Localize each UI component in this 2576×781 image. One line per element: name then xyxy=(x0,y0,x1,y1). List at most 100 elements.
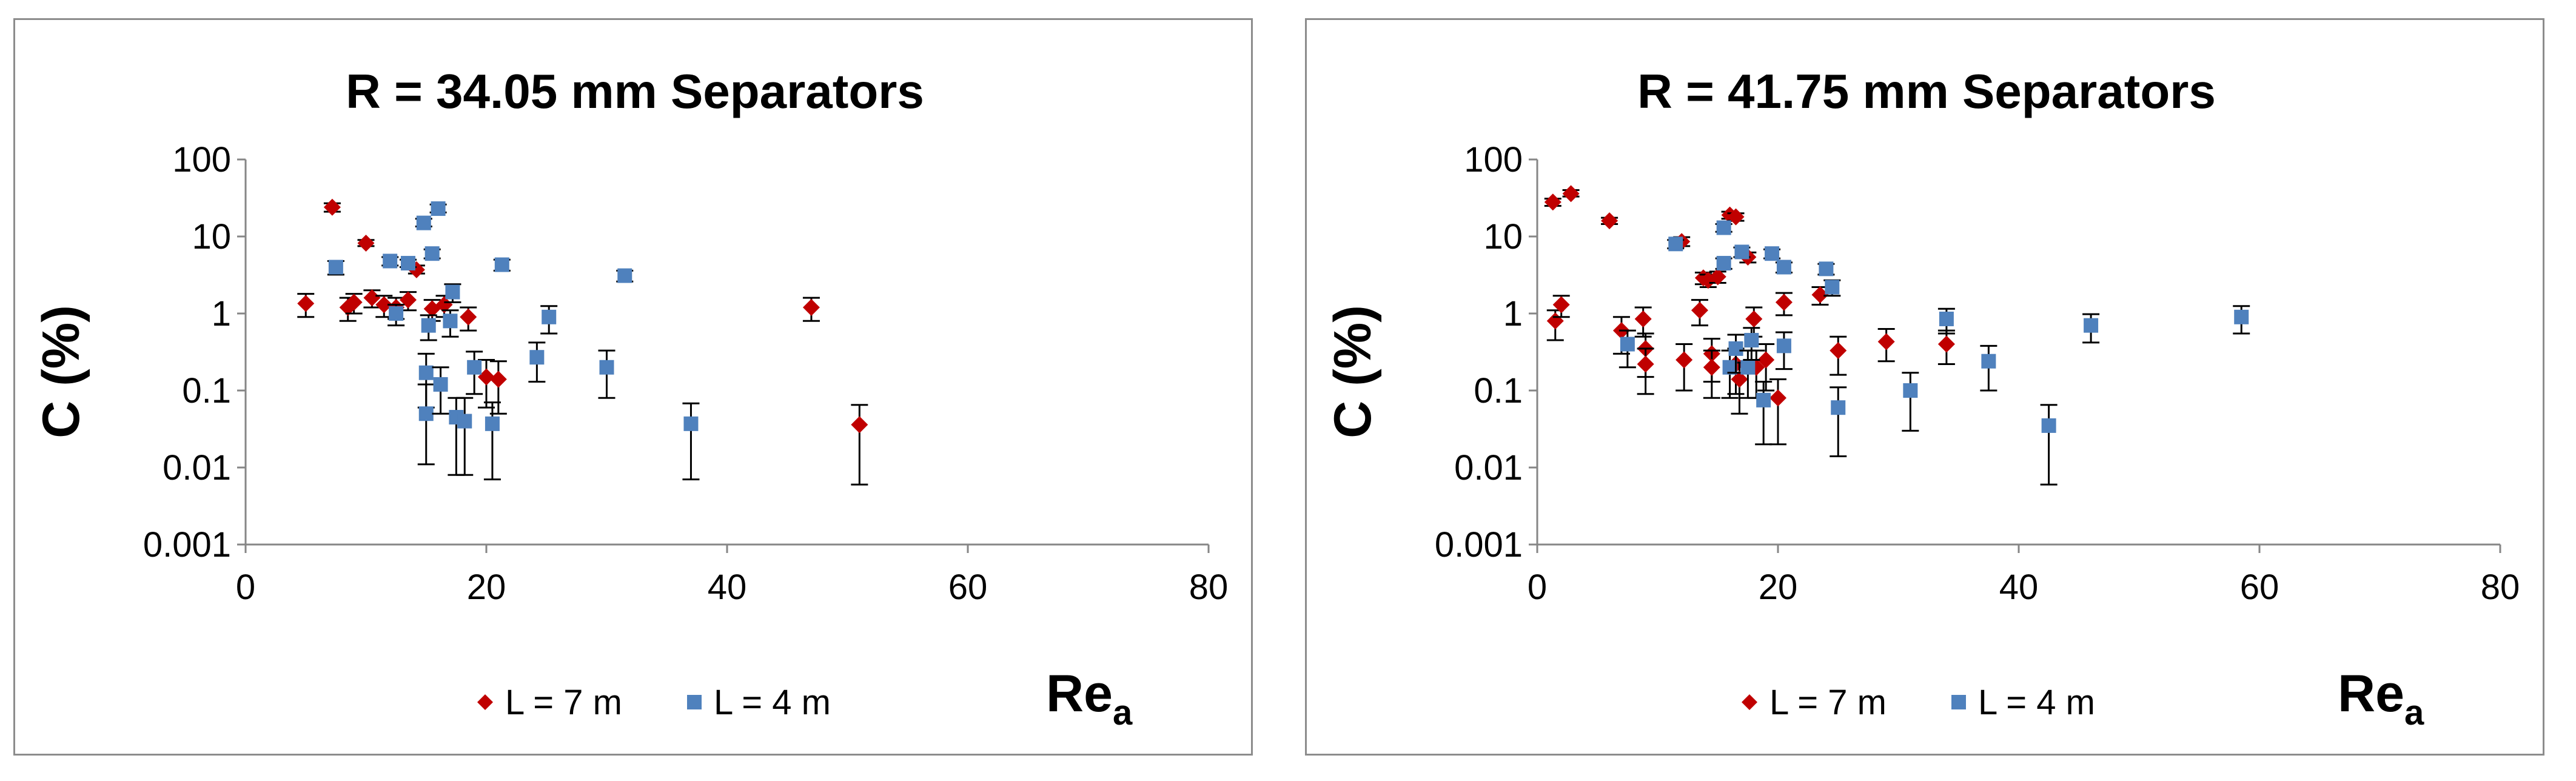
legend-label-4m: L = 4 m xyxy=(1978,683,2095,722)
x-tick-label: 0 xyxy=(236,568,255,607)
x-axis-label-main: Re xyxy=(1046,665,1113,723)
data-point-4m xyxy=(494,257,509,272)
data-point-4m xyxy=(445,284,460,300)
data-point-4m xyxy=(2041,418,2056,433)
y-axis-label: C (%) xyxy=(1324,305,1382,438)
y-tick-label: 0.1 xyxy=(1474,371,1523,411)
x-tick-label: 60 xyxy=(2240,568,2279,607)
data-point-4m xyxy=(1668,236,1683,252)
data-point-7m xyxy=(1775,293,1793,311)
data-point-4m xyxy=(1903,383,1918,398)
x-axis-label-main: Re xyxy=(2338,665,2404,723)
y-tick-label: 100 xyxy=(1464,140,1523,179)
x-tick-label: 0 xyxy=(1528,568,1547,607)
scatter-chart-left: R = 34.05 mm Separators C (%) 0.001 0.01 0… xyxy=(32,64,1228,732)
data-point-7m xyxy=(1757,351,1775,369)
y-axis-label: C (%) xyxy=(32,305,90,438)
data-point-7m xyxy=(1552,296,1570,313)
data-point-4m xyxy=(1765,246,1780,261)
data-point-4m xyxy=(1831,400,1846,415)
data-point-7m xyxy=(1811,286,1829,304)
data-point-7m xyxy=(1769,389,1786,407)
data-point-4m xyxy=(383,253,398,269)
x-axis-label: Rea xyxy=(1046,665,1133,732)
y-tick-label: 0.01 xyxy=(1454,448,1523,488)
data-point-4m xyxy=(418,365,434,380)
legend-marker-square xyxy=(687,695,702,709)
legend-entry-7m: L = 7 m xyxy=(1742,683,1887,722)
data-point-4m xyxy=(1776,260,1791,275)
data-point-7m xyxy=(489,370,507,388)
data-point-7m xyxy=(345,293,363,311)
data-point-4m xyxy=(1620,337,1635,352)
data-point-4m xyxy=(400,256,415,271)
data-point-7m xyxy=(802,298,820,316)
data-point-4m xyxy=(1734,244,1749,260)
data-point-4m xyxy=(1728,341,1743,356)
data-point-4m xyxy=(542,309,557,324)
data-point-7m xyxy=(1727,208,1745,226)
data-point-4m xyxy=(421,318,436,333)
data-point-4m xyxy=(485,416,500,431)
data-point-7m xyxy=(1637,355,1654,373)
x-axis-label-subscript: a xyxy=(1113,693,1133,732)
data-point-4m xyxy=(1981,354,1996,369)
legend-marker-diamond xyxy=(1742,694,1757,710)
data-point-7m xyxy=(435,296,453,313)
legend: L = 7 m L = 4 m xyxy=(1742,683,2095,722)
data-point-7m xyxy=(1745,310,1763,327)
scatter-chart-right: R = 41.75 mm Separators C (%) 0.001 0.01 0… xyxy=(1324,64,2520,732)
legend-marker-diamond xyxy=(477,694,493,710)
data-point-7m xyxy=(1877,333,1895,350)
data-point-7m xyxy=(1709,268,1726,286)
data-point-7m xyxy=(1634,310,1652,327)
data-point-4m xyxy=(1819,261,1834,277)
y-tick-label: 0.01 xyxy=(163,448,231,488)
data-point-7m xyxy=(1562,185,1580,203)
y-tick-label: 100 xyxy=(172,140,231,179)
data-point-4m xyxy=(599,360,614,375)
legend-marker-square xyxy=(1951,695,1966,709)
data-point-4m xyxy=(389,306,404,321)
y-tick-label: 0.001 xyxy=(1435,525,1523,565)
data-point-7m xyxy=(460,308,477,326)
legend-label-7m: L = 7 m xyxy=(505,683,622,722)
x-tick-label: 80 xyxy=(1189,568,1229,607)
legend-entry-4m: L = 4 m xyxy=(1951,683,2095,722)
data-point-7m xyxy=(375,296,393,313)
data-point-4m xyxy=(1825,280,1840,295)
legend: L = 7 m L = 4 m xyxy=(477,683,831,722)
data-point-4m xyxy=(457,414,472,429)
y-tick-label: 0.001 xyxy=(143,525,231,565)
data-point-4m xyxy=(1744,333,1759,348)
data-point-4m xyxy=(529,350,545,365)
data-point-4m xyxy=(1716,256,1731,271)
data-point-7m xyxy=(1937,335,1955,353)
data-point-4m xyxy=(424,246,440,261)
data-point-7m xyxy=(1691,301,1708,319)
data-point-4m xyxy=(1776,338,1791,354)
data-point-4m xyxy=(467,360,482,375)
chart-title: R = 34.05 mm Separators xyxy=(346,64,924,118)
data-point-7m xyxy=(1544,193,1561,211)
legend-label-4m: L = 4 m xyxy=(714,683,831,722)
data-point-4m xyxy=(416,215,431,230)
x-tick-label: 20 xyxy=(1759,568,1798,607)
data-point-7m xyxy=(323,198,341,216)
data-point-7m xyxy=(363,289,381,307)
x-tick-label: 40 xyxy=(708,568,747,607)
y-tick-label: 10 xyxy=(192,217,231,256)
chart-title: R = 41.75 mm Separators xyxy=(1637,64,2216,118)
plot-area: 0.001 0.01 0.1 1 10 100 0 20 40 60 80 xyxy=(1435,140,2520,607)
x-axis-label: Rea xyxy=(2338,665,2424,732)
data-point-7m xyxy=(851,416,868,434)
y-tick-label: 1 xyxy=(212,294,231,334)
legend-label-7m: L = 7 m xyxy=(1769,683,1887,722)
data-point-7m xyxy=(1675,351,1693,369)
data-point-7m xyxy=(357,234,375,252)
data-point-7m xyxy=(1731,370,1748,388)
x-tick-label: 20 xyxy=(467,568,506,607)
data-point-4m xyxy=(2084,318,2099,333)
plot-area: 0.001 0.01 0.1 1 10 100 0 20 40 60 80 xyxy=(143,140,1228,607)
legend-entry-7m: L = 7 m xyxy=(477,683,622,722)
